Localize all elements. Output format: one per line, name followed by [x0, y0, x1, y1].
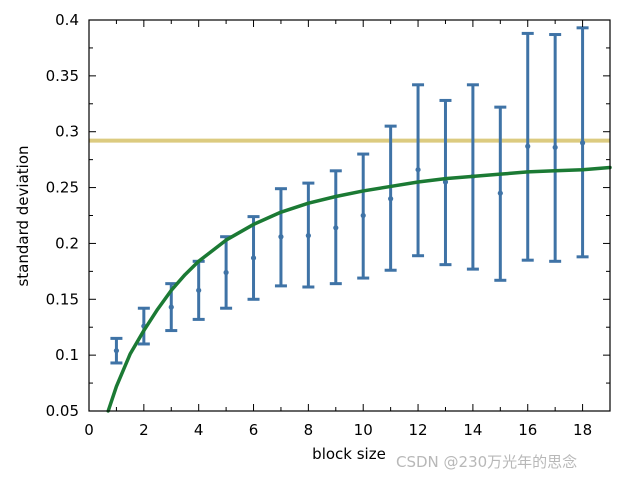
errorbar — [247, 215, 260, 301]
errorbar — [302, 181, 315, 289]
y-axis-label: standard deviation — [14, 145, 32, 286]
data-point — [415, 167, 421, 173]
x-tick-label: 8 — [304, 421, 314, 439]
errorbar — [357, 152, 370, 280]
x-tick-label: 14 — [463, 421, 482, 439]
data-point — [196, 287, 202, 293]
plot-border — [88, 19, 611, 412]
errorbar — [439, 98, 452, 267]
x-tick-label: 10 — [354, 421, 373, 439]
errorbar — [329, 169, 342, 286]
errorbar — [384, 124, 397, 272]
data-point — [525, 143, 531, 149]
plot-frame — [88, 19, 611, 412]
data-point — [250, 255, 257, 261]
y-tick-label: 0.15 — [46, 290, 79, 308]
x-tick-label: 12 — [409, 421, 428, 439]
y-tick-label: 0.2 — [55, 234, 79, 252]
y-tick-label: 0.3 — [55, 123, 79, 141]
data-point — [278, 234, 284, 240]
data-point — [442, 179, 449, 185]
x-tick-label: 4 — [194, 421, 204, 439]
y-tick-label: 0.35 — [46, 67, 79, 85]
x-tick-label: 18 — [573, 421, 592, 439]
errorbar — [576, 26, 589, 259]
y-tick-label: 0.05 — [46, 402, 79, 420]
x-tick-label: 2 — [139, 421, 149, 439]
tick-layer: 0 2 4 6 8 10 12 14 16 18 0.05 0.1 0.15 0.2 0.25 0.3 0.35… — [46, 11, 610, 439]
errorbar — [192, 259, 205, 321]
x-tick-label: 0 — [84, 421, 94, 439]
data-point — [223, 269, 229, 276]
fit-curve — [106, 165, 612, 413]
x-tick-label: 16 — [518, 421, 537, 439]
y-tick-label: 0.4 — [55, 11, 79, 29]
data-point — [360, 212, 366, 219]
errorbar — [274, 187, 287, 288]
errorbar — [521, 31, 534, 262]
errorbar — [494, 105, 507, 282]
errorbar — [412, 83, 425, 258]
data-point — [113, 348, 120, 354]
x-axis-label: block size — [312, 445, 386, 463]
watermark-text: CSDN @230万光年的思念 — [396, 453, 577, 471]
data-point — [388, 196, 394, 202]
errorbar — [110, 336, 123, 365]
errorbar — [220, 235, 233, 310]
data-point — [497, 190, 503, 196]
data-point — [305, 233, 311, 239]
y-tick-label: 0.1 — [55, 346, 79, 364]
data-point — [168, 304, 174, 310]
x-tick-label: 6 — [249, 421, 259, 439]
data-point — [579, 140, 586, 146]
y-tick-label: 0.25 — [46, 179, 79, 197]
data-point — [333, 225, 339, 231]
fit-curve-layer — [106, 165, 612, 413]
errorbar — [549, 33, 562, 263]
data-point — [552, 144, 558, 150]
